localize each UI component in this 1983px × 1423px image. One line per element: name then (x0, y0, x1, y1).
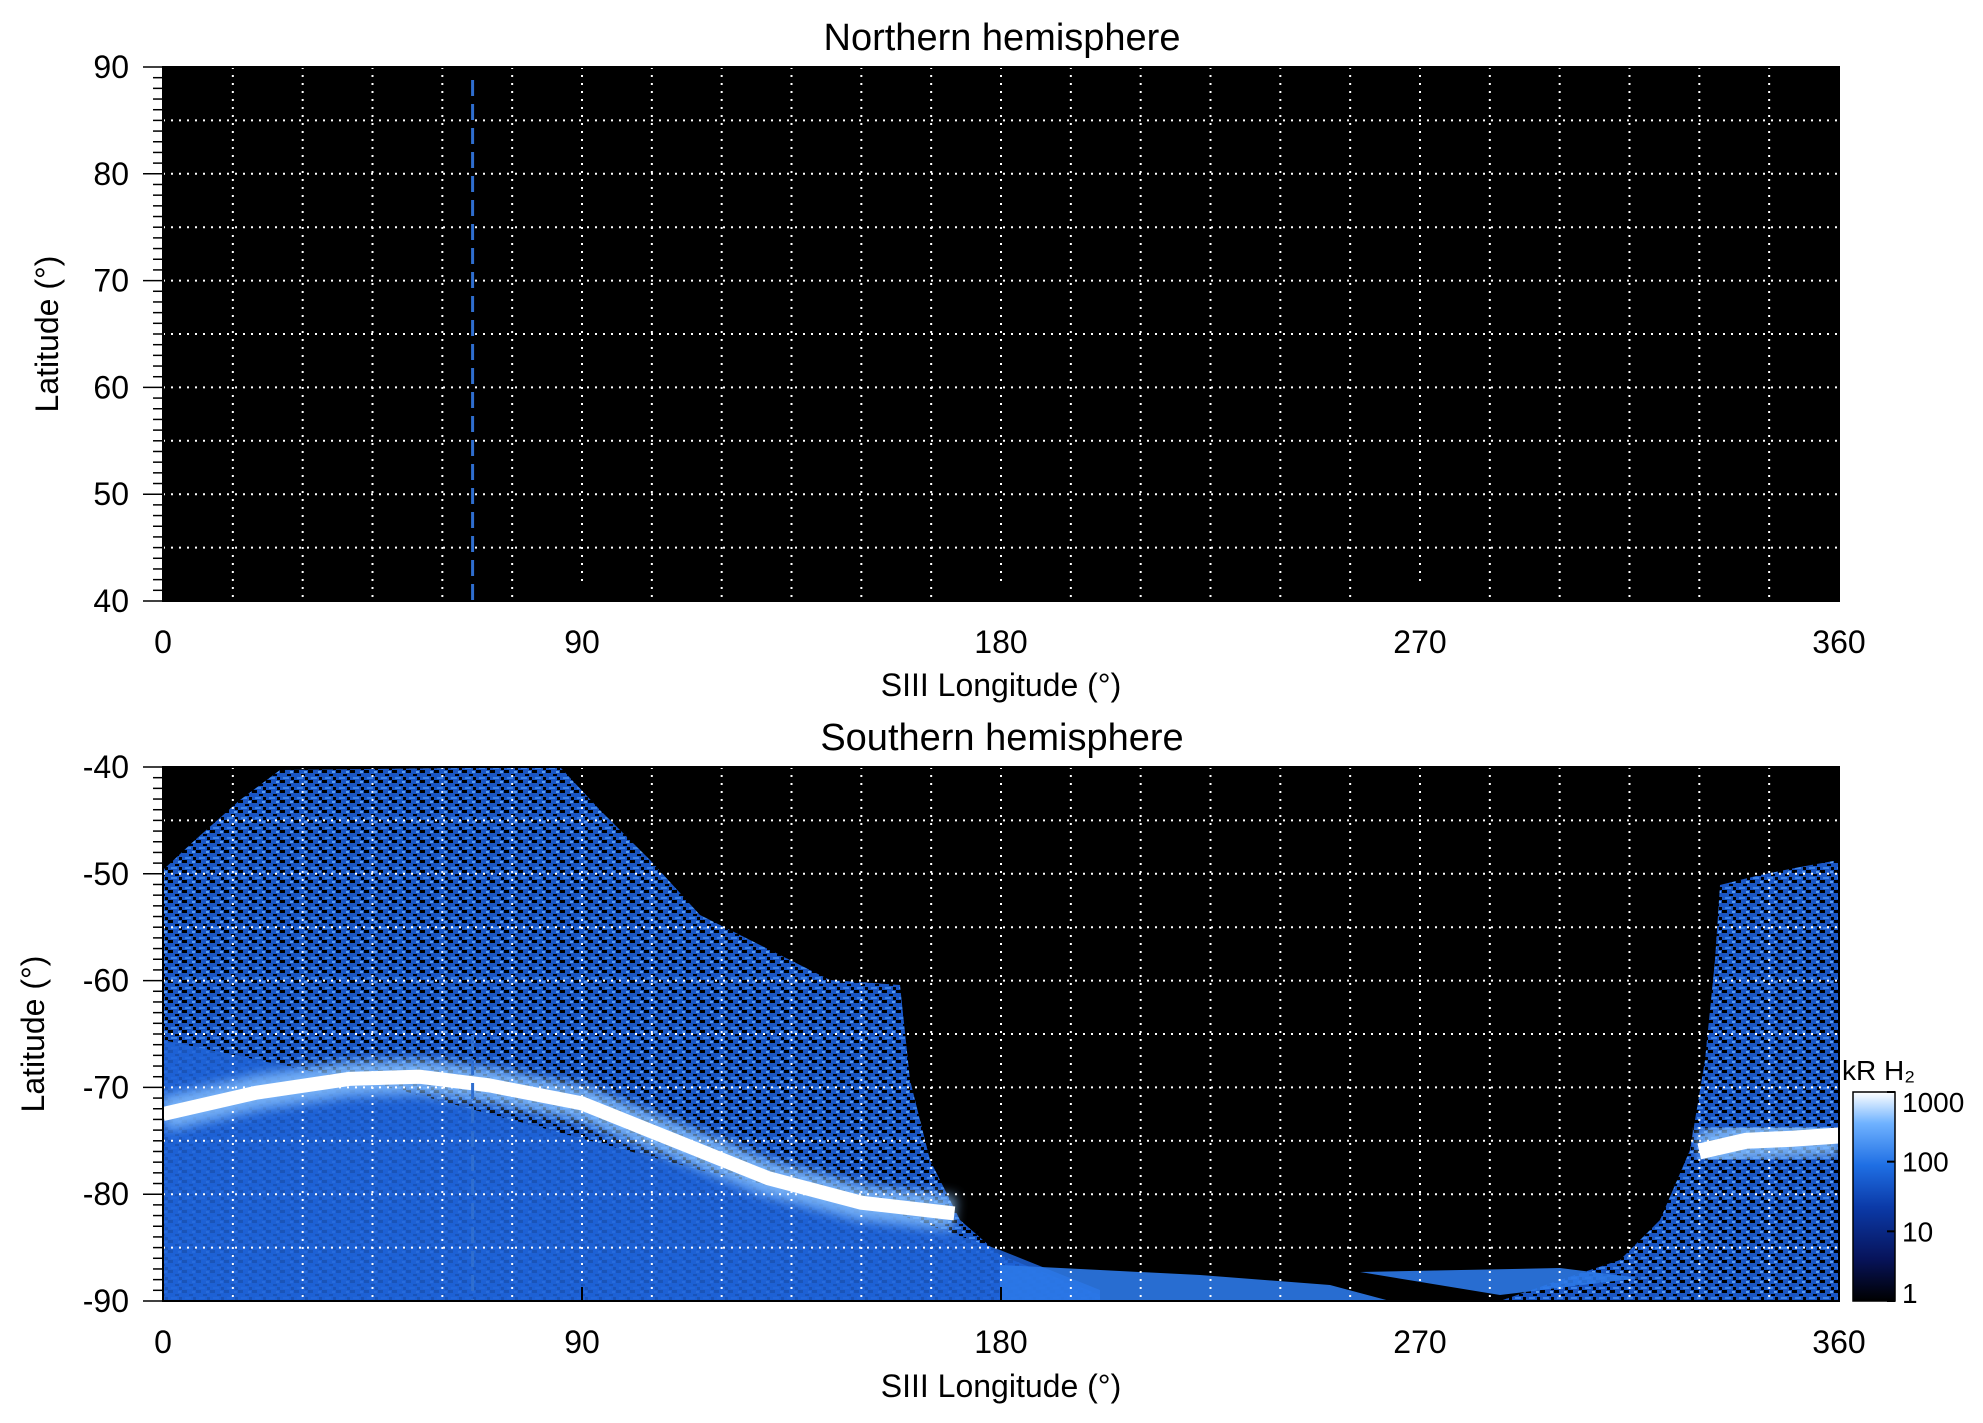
south-title: Southern hemisphere (820, 717, 1183, 759)
south-emission (163, 767, 1839, 1301)
south-ytick-label: -80 (83, 1176, 129, 1212)
south-ytick-label: -60 (83, 963, 129, 999)
south-ytick-label: -90 (83, 1283, 129, 1319)
north-grid (163, 67, 1839, 601)
south-polar-streaks (1000, 1265, 1640, 1301)
colorbar-tick-label: 100 (1902, 1147, 1949, 1178)
north-axes: 0 90 180 270 360 40 50 60 70 80 90 (93, 49, 1865, 660)
north-xtick-label: 90 (564, 624, 600, 660)
northern-panel: Northern hemisphere 0 90 180 270 360 40 50 60 70… (29, 17, 1866, 703)
south-east-emission (1500, 860, 1839, 1301)
south-ytick-label: -40 (83, 749, 129, 785)
north-ytick-label: 80 (93, 156, 129, 192)
south-ytick-label: -70 (83, 1069, 129, 1105)
colorbar: kR H₂ 1 10 100 1000 (1842, 1055, 1964, 1309)
north-ylabel: Latitude (°) (29, 256, 65, 413)
north-xlabel: SIII Longitude (°) (881, 667, 1121, 703)
south-ytick-label: -50 (83, 856, 129, 892)
colorbar-ticks: 1 10 100 1000 (1887, 1087, 1964, 1309)
main-oval-east (1697, 1127, 1839, 1160)
north-ytick-label: 90 (93, 49, 129, 85)
south-xtick-label: 0 (154, 1324, 172, 1360)
north-ytick-label: 40 (93, 583, 129, 619)
north-ytick-label: 50 (93, 476, 129, 512)
south-axes: 0 90 180 270 360 -40 -50 -60 -70 -80 -90 (83, 749, 1866, 1360)
colorbar-tick-label: 1 (1902, 1278, 1918, 1309)
main-oval (163, 1069, 956, 1221)
colorbar-gradient (1852, 1091, 1896, 1302)
north-ytick-label: 60 (93, 369, 129, 405)
south-grid (163, 767, 1839, 1301)
south-xtick-label: 180 (974, 1324, 1027, 1360)
north-xtick-label: 180 (974, 624, 1027, 660)
colorbar-label: kR H₂ (1842, 1055, 1915, 1086)
north-ytick-label: 70 (93, 263, 129, 299)
south-xlabel: SIII Longitude (°) (881, 1368, 1121, 1404)
southern-panel: Southern hemisphere 0 90 180 270 360 -40 -50 -6… (15, 717, 1866, 1404)
south-ylabel: Latitude (°) (15, 956, 51, 1113)
colorbar-tick-label: 10 (1902, 1216, 1933, 1247)
north-title: Northern hemisphere (824, 17, 1181, 59)
colorbar-tick-label: 1000 (1902, 1087, 1964, 1118)
south-xtick-label: 270 (1393, 1324, 1446, 1360)
north-xtick-label: 360 (1812, 624, 1865, 660)
north-xtick-label: 270 (1393, 624, 1446, 660)
north-xtick-label: 0 (154, 624, 172, 660)
south-xtick-label: 360 (1812, 1324, 1865, 1360)
south-xtick-label: 90 (564, 1324, 600, 1360)
south-lower-emission (163, 1040, 1100, 1301)
